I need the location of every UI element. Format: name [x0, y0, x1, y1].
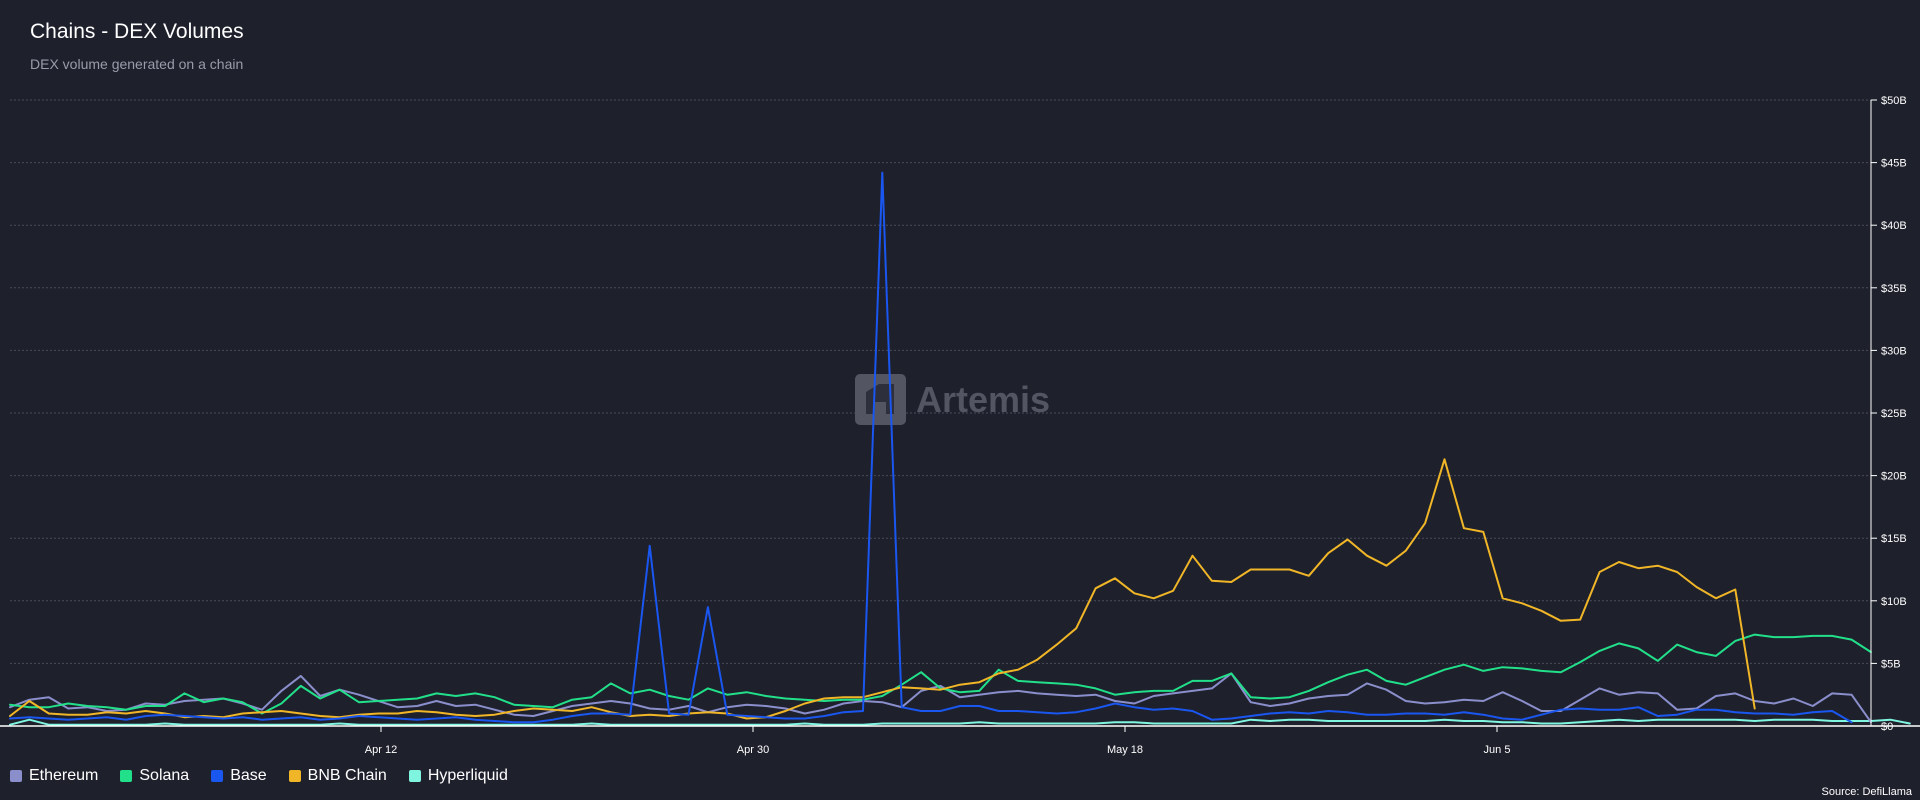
legend: Ethereum Solana Base BNB Chain Hyperliquid [10, 767, 508, 785]
legend-item-ethereum[interactable]: Ethereum [10, 767, 98, 785]
y-tick-label: $35B [1881, 283, 1907, 295]
y-tick-label: $0 [1881, 721, 1893, 733]
series-line-base [9, 171, 1853, 724]
legend-swatch [120, 770, 133, 782]
legend-label: Solana [139, 767, 190, 784]
legend-swatch [408, 770, 421, 782]
x-tick-label: Apr 30 [737, 744, 769, 756]
y-tick-label: $30B [1881, 345, 1907, 357]
series-line-bnb-chain [9, 458, 1756, 720]
series-line-ethereum [9, 672, 1872, 724]
y-tick-label: $45B [1881, 158, 1907, 170]
legend-item-bnb-chain[interactable]: BNB Chain [288, 767, 387, 785]
axes: $0 $5B $10B $15B $20B $25B $30B $35B $40B $45B $50… [0, 95, 1920, 756]
legend-swatch [288, 770, 301, 782]
chart-title: Chains - DEX Volumes [30, 20, 244, 43]
x-tick-label: May 18 [1107, 744, 1143, 756]
artemis-watermark-text: Artemis [916, 379, 1050, 420]
y-tick-label: $50B [1881, 95, 1907, 107]
y-tick-label: $40B [1881, 220, 1907, 232]
legend-item-hyperliquid[interactable]: Hyperliquid [408, 767, 508, 785]
legend-swatch [211, 770, 224, 782]
series-line-hyperliquid [9, 718, 1911, 726]
x-tick-label: Jun 5 [1484, 744, 1511, 756]
legend-item-base[interactable]: Base [211, 767, 267, 785]
legend-item-solana[interactable]: Solana [120, 767, 189, 785]
chart-subtitle: DEX volume generated on a chain [30, 56, 244, 72]
x-tick-label: Apr 12 [365, 744, 397, 756]
y-tick-label: $25B [1881, 408, 1907, 420]
legend-label: Hyperliquid [427, 767, 508, 784]
y-tick-label: $10B [1881, 596, 1907, 608]
legend-label: Base [230, 767, 267, 784]
source-note: Source: DefiLlama [1821, 786, 1913, 798]
y-tick-label: $15B [1881, 533, 1907, 545]
artemis-watermark: Artemis [855, 374, 1050, 425]
legend-label: BNB Chain [307, 767, 387, 784]
series-lines [9, 171, 1911, 726]
legend-label: Ethereum [29, 767, 99, 784]
line-chart: Artemis $0 $5B $10B $15B $20B $25B $30B $35B $40… [0, 95, 1920, 756]
legend-swatch [10, 770, 22, 782]
series-line-solana [9, 633, 1872, 715]
y-tick-label: $20B [1881, 471, 1907, 483]
y-tick-label: $5B [1881, 658, 1901, 670]
